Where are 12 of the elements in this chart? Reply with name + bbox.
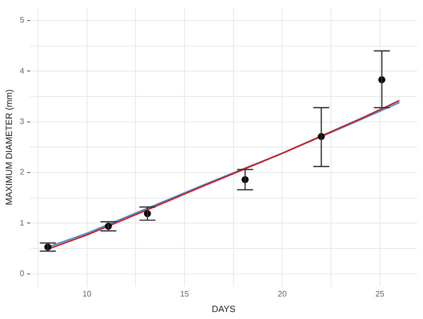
y-tick-label: 2: [20, 168, 25, 177]
y-tick-label: 0: [20, 269, 25, 278]
y-axis-title: MAXIMUM DIAMETER (mm): [4, 89, 14, 206]
x-tick-label: 25: [375, 290, 385, 299]
x-tick-label: 15: [180, 290, 190, 299]
x-axis-title: DAYS: [212, 304, 236, 314]
x-tick-label: 20: [278, 290, 288, 299]
y-tick-label: 4: [20, 66, 25, 76]
y-tick-label: 5: [20, 16, 25, 25]
y-tick-label: 1: [20, 218, 25, 228]
y-tick-label: 3: [20, 117, 25, 126]
x-tick-label: 10: [82, 290, 92, 299]
